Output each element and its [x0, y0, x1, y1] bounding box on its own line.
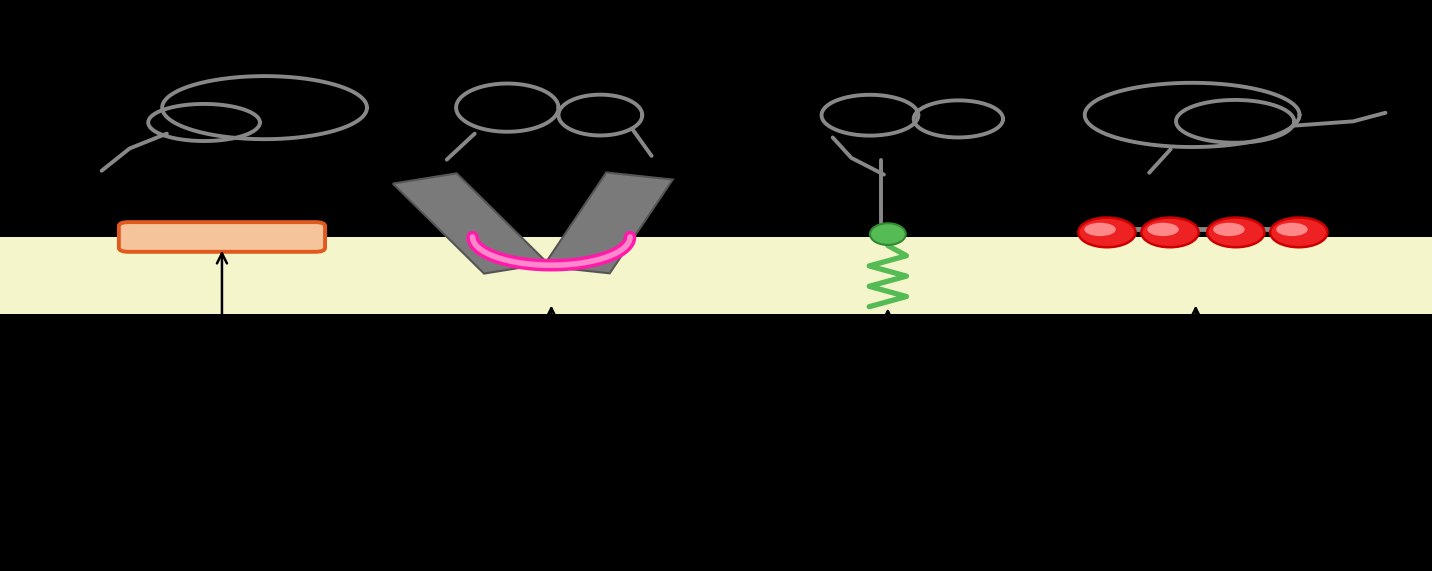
FancyBboxPatch shape: [119, 222, 325, 252]
Ellipse shape: [871, 223, 906, 245]
Ellipse shape: [1270, 218, 1327, 247]
Bar: [543, 172, 673, 274]
Bar: [0, 237, 1432, 314]
Ellipse shape: [1084, 223, 1116, 236]
Ellipse shape: [1078, 218, 1136, 247]
Bar: [392, 174, 548, 274]
Ellipse shape: [1207, 218, 1264, 247]
Ellipse shape: [1141, 218, 1199, 247]
Ellipse shape: [1213, 223, 1244, 236]
Ellipse shape: [1276, 223, 1307, 236]
Ellipse shape: [1147, 223, 1179, 236]
